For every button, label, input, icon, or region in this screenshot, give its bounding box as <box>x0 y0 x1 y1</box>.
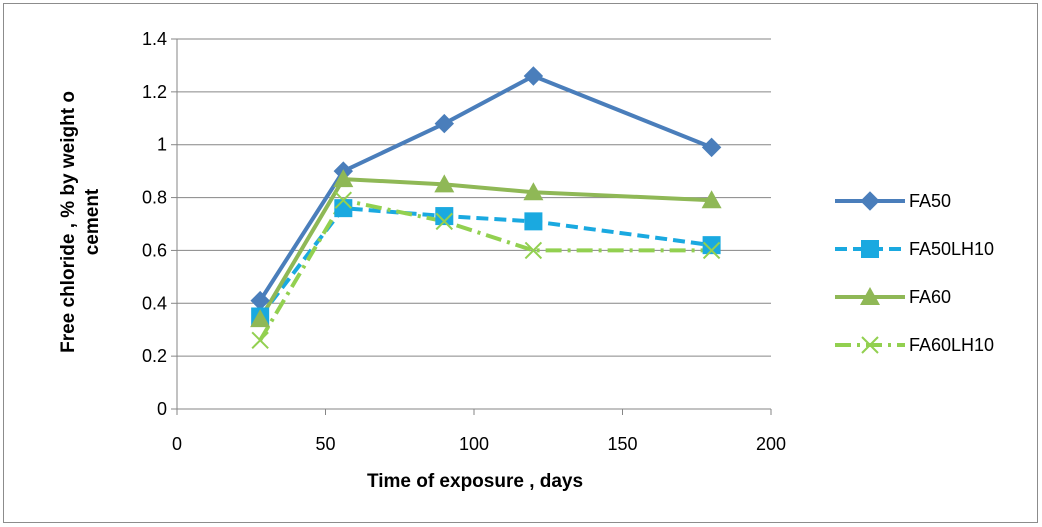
legend-label-fa60: FA60 <box>909 287 951 307</box>
data-point-fa50 <box>434 113 455 134</box>
y-tick-label: 0 <box>157 399 167 419</box>
data-point-fa60lh10 <box>251 331 269 349</box>
legend-marker-fa60lh10 <box>861 336 879 354</box>
series-markers <box>250 66 722 349</box>
data-point-fa60 <box>333 169 354 188</box>
y-axis-title-line-2: cement <box>82 188 103 255</box>
legend-marker-fa50lh10 <box>861 240 879 258</box>
data-point-fa50lh10 <box>435 207 454 226</box>
series-line-fa60lh10 <box>258 198 712 342</box>
data-point-fa50lh10 <box>524 212 543 231</box>
data-point-fa60 <box>701 190 722 209</box>
legend-label-fa60lh10: FA60LH10 <box>909 335 994 355</box>
x-tick-label: 100 <box>459 434 489 454</box>
x-tick-label: 200 <box>756 434 786 454</box>
axes <box>171 38 772 415</box>
y-tick-label: 0.2 <box>142 346 167 366</box>
y-tick-label: 0.6 <box>142 240 167 260</box>
data-point-fa50lh10 <box>702 236 721 255</box>
chart-frame <box>3 3 1038 523</box>
x-tick-label: 0 <box>172 434 182 454</box>
y-axis-title-line-1: Free chloride , % by weight o <box>58 91 79 353</box>
data-point-fa50lh10 <box>334 199 353 218</box>
data-point-fa60 <box>434 174 455 193</box>
gridlines <box>177 38 771 357</box>
x-tick-labels: 0 50 100 150 200 <box>172 434 786 454</box>
x-tick-label: 50 <box>315 434 335 454</box>
data-point-fa60 <box>523 182 544 201</box>
legend: FA50 FA50LH10 FA60 FA60LH10 <box>835 191 994 355</box>
legend-marker-fa50 <box>860 191 880 211</box>
y-axis-title: Free chloride , % by weight o cement <box>58 91 103 353</box>
data-point-fa60lh10 <box>435 212 454 231</box>
data-point-fa50 <box>523 66 544 86</box>
data-point-fa60lh10 <box>524 241 543 260</box>
data-point-fa60 <box>250 309 271 328</box>
series-lines <box>258 74 713 342</box>
legend-marker-fa60 <box>860 287 880 305</box>
y-tick-label: 0.4 <box>142 293 167 313</box>
x-tick-label: 150 <box>607 434 637 454</box>
legend-label-fa50: FA50 <box>909 191 951 211</box>
y-tick-label: 1.4 <box>142 29 167 49</box>
legend-label-fa50lh10: FA50LH10 <box>909 239 994 259</box>
data-point-fa60lh10 <box>702 241 721 260</box>
data-point-fa50 <box>701 137 722 158</box>
y-tick-label: 1 <box>157 135 167 155</box>
y-tick-labels: 0 0.2 0.4 0.6 0.8 1 1.2 1.4 <box>142 29 167 419</box>
y-tick-label: 1.2 <box>142 82 167 102</box>
y-tick-label: 0.8 <box>142 188 167 208</box>
x-axis-title: Time of exposure , days <box>367 471 583 492</box>
data-point-fa60lh10 <box>334 191 353 209</box>
